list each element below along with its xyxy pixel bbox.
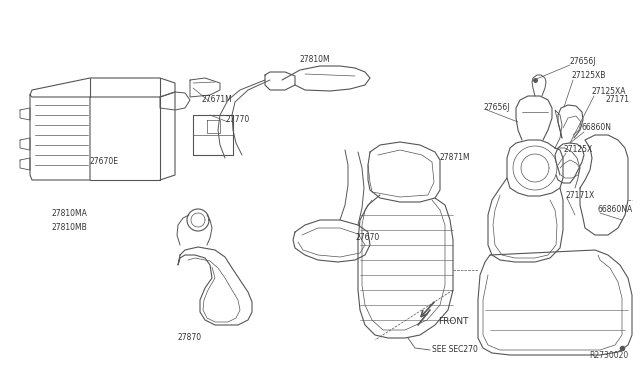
Text: 66860NA: 66860NA <box>598 205 633 215</box>
Text: 27871M: 27871M <box>440 154 470 163</box>
Text: 27656J: 27656J <box>484 103 511 112</box>
Text: 27656J: 27656J <box>570 58 596 67</box>
Text: R2730020: R2730020 <box>589 351 628 360</box>
Text: 27125XB: 27125XB <box>571 71 605 80</box>
Text: 27810MA: 27810MA <box>52 208 88 218</box>
Text: 27125X: 27125X <box>564 145 593 154</box>
Text: 27125XA: 27125XA <box>592 87 627 96</box>
Text: 27770: 27770 <box>225 115 249 125</box>
Text: 27670: 27670 <box>355 234 380 243</box>
Text: 27171X: 27171X <box>565 192 595 201</box>
Text: 66860N: 66860N <box>582 124 612 132</box>
Text: 27810MB: 27810MB <box>52 222 88 231</box>
Text: 27870: 27870 <box>178 334 202 343</box>
Text: SEE SEC270: SEE SEC270 <box>432 346 478 355</box>
Text: 27810M: 27810M <box>300 55 331 64</box>
Text: 27670E: 27670E <box>90 157 119 167</box>
Text: 27671M: 27671M <box>202 96 233 105</box>
Text: 27171: 27171 <box>606 96 630 105</box>
Text: FRONT: FRONT <box>438 317 468 327</box>
